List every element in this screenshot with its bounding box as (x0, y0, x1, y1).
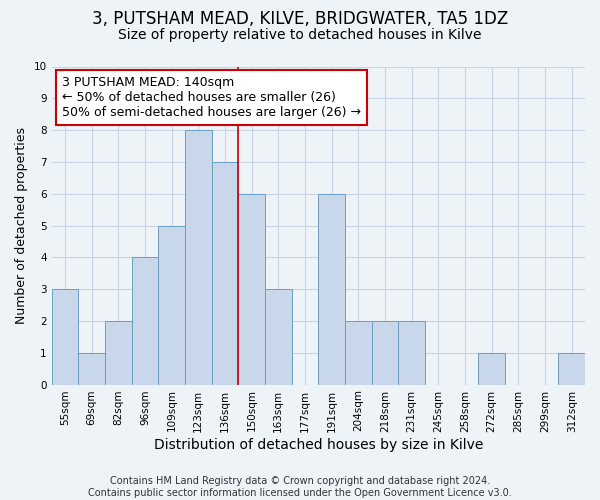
Bar (559, 353, 585, 384)
X-axis label: Distribution of detached houses by size in Kilve: Distribution of detached houses by size … (154, 438, 483, 452)
Bar (318, 194, 345, 384)
Text: 3 PUTSHAM MEAD: 140sqm
← 50% of detached houses are smaller (26)
50% of semi-det: 3 PUTSHAM MEAD: 140sqm ← 50% of detached… (62, 76, 361, 119)
Text: 3, PUTSHAM MEAD, KILVE, BRIDGWATER, TA5 1DZ: 3, PUTSHAM MEAD, KILVE, BRIDGWATER, TA5 … (92, 10, 508, 28)
Bar (345, 321, 371, 384)
Y-axis label: Number of detached properties: Number of detached properties (15, 127, 28, 324)
Bar (131, 258, 158, 384)
Bar (212, 162, 238, 384)
Bar (478, 353, 505, 384)
Bar (265, 289, 292, 384)
Bar (52, 289, 78, 384)
Bar (105, 321, 131, 384)
Bar (158, 226, 185, 384)
Bar (238, 194, 265, 384)
Text: Size of property relative to detached houses in Kilve: Size of property relative to detached ho… (118, 28, 482, 42)
Bar (398, 321, 425, 384)
Bar (78, 353, 105, 384)
Text: Contains HM Land Registry data © Crown copyright and database right 2024.
Contai: Contains HM Land Registry data © Crown c… (88, 476, 512, 498)
Bar (371, 321, 398, 384)
Bar (185, 130, 212, 384)
